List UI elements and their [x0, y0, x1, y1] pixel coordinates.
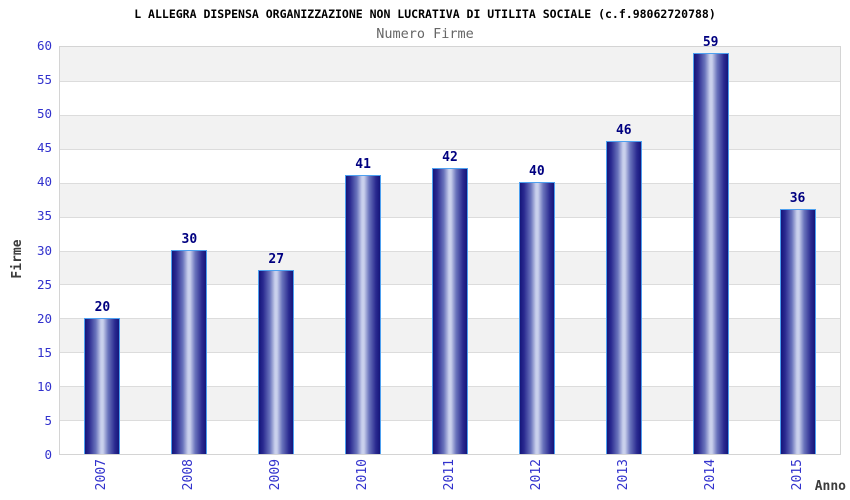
bar-2010 [345, 175, 382, 454]
y-tick-label: 20 [36, 310, 52, 326]
x-axis-title: Anno [814, 479, 846, 494]
bar-value-label: 46 [615, 123, 632, 139]
bar-value-label: 27 [268, 252, 285, 268]
y-tick-label: 15 [36, 344, 52, 360]
bar-value-label: 40 [529, 164, 545, 179]
y-tick-label: 35 [36, 208, 52, 224]
y-tick-label: 5 [44, 412, 52, 428]
x-tick-label: 2011 [442, 459, 457, 491]
bar-2007 [84, 318, 121, 454]
y-tick-label: 55 [36, 72, 52, 88]
y-tick-label: 25 [36, 276, 52, 292]
bar-value-label: 30 [181, 232, 198, 247]
chart-subtitle: Numero Firme [376, 26, 474, 42]
bar-value-label: 41 [355, 157, 371, 173]
bar-2015 [779, 209, 816, 454]
y-tick-label: 50 [36, 106, 52, 122]
x-tick-label: 2010 [355, 459, 371, 491]
bar-value-label: 59 [702, 34, 719, 50]
y-tick-label: 40 [36, 174, 52, 190]
x-tick-label: 2013 [615, 459, 631, 491]
bar-2014 [692, 52, 729, 454]
x-tick-label: 2015 [789, 459, 805, 491]
grid-line [60, 80, 840, 82]
x-tick-label: 2014 [702, 459, 718, 491]
bar-2009 [258, 270, 295, 454]
grid-line [60, 148, 840, 150]
bar-value-label: 42 [442, 150, 458, 166]
bar-2008 [171, 250, 208, 454]
bar-2012 [518, 182, 555, 454]
x-tick-label: 2009 [268, 459, 284, 491]
bar-value-label: 36 [789, 191, 806, 207]
y-tick-label: 0 [44, 447, 52, 462]
bar-2011 [432, 168, 468, 454]
y-tick-label: 30 [36, 242, 52, 258]
chart-title: L ALLEGRA DISPENSA ORGANIZZAZIONE NON LU… [134, 7, 716, 21]
x-tick-label: 2008 [181, 459, 197, 491]
y-tick-label: 45 [36, 140, 52, 156]
bar-2013 [605, 141, 642, 454]
x-tick-label: 2007 [94, 459, 110, 491]
x-tick-label: 2012 [528, 459, 544, 491]
y-tick-label: 60 [36, 38, 52, 53]
grid-line [60, 114, 840, 116]
y-tick-label: 10 [36, 378, 52, 394]
bar-value-label: 20 [94, 300, 111, 315]
